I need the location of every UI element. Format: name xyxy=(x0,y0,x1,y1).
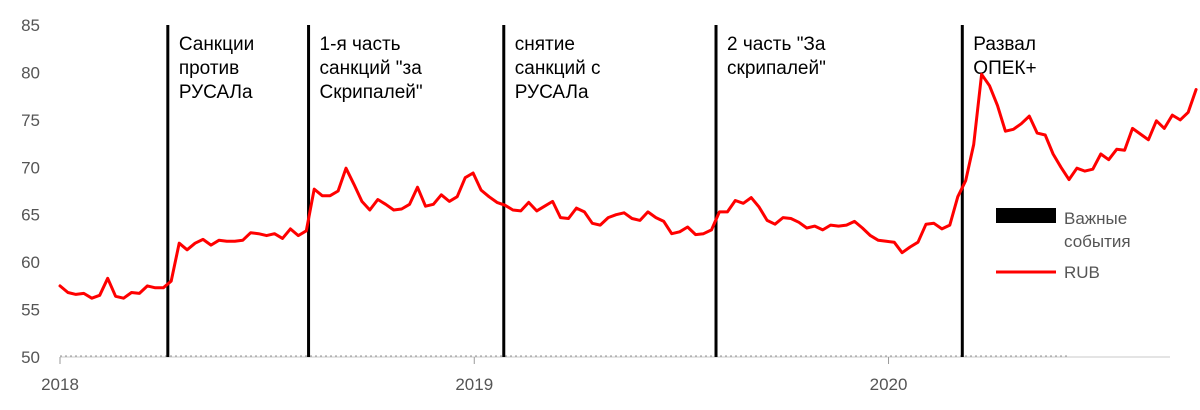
legend: Важные события RUB xyxy=(996,208,1131,282)
x-tick-label: 2018 xyxy=(41,375,79,394)
event-label-line: 2 часть "За xyxy=(727,34,826,55)
event-label: 2 часть "За скрипалей" xyxy=(727,34,826,79)
event-label-line: Развал xyxy=(973,34,1036,55)
event-label: Развал ОПЕК+ xyxy=(973,34,1036,79)
x-tick-label: 2020 xyxy=(870,375,908,394)
y-axis-tick-labels: 50 55 60 65 70 75 80 85 xyxy=(21,16,40,367)
event-label-line: ОПЕК+ xyxy=(973,58,1036,79)
y-tick-label: 65 xyxy=(21,206,40,225)
event-label: снятие санкций с РУСАЛа xyxy=(515,34,601,103)
x-axis-ticks: 2018 2019 2020 xyxy=(41,357,907,394)
y-tick-label: 55 xyxy=(21,301,40,320)
y-tick-label: 80 xyxy=(21,63,40,82)
event-label-line: снятие xyxy=(515,34,575,55)
legend-label-events-line2: события xyxy=(1064,232,1131,251)
legend-label-rub: RUB xyxy=(1064,263,1100,282)
event-label-line: 1-я часть xyxy=(320,34,401,55)
y-tick-label: 85 xyxy=(21,16,40,35)
y-tick-label: 50 xyxy=(21,348,40,367)
y-tick-label: 60 xyxy=(21,253,40,272)
event-label-line: Санкции xyxy=(179,34,254,55)
event-markers: Санкции против РУСАЛа 1-я часть санкций "за С… xyxy=(166,25,1037,357)
event-label-line: санкций "за xyxy=(320,58,423,79)
legend-label-events-line1: Важные xyxy=(1064,209,1127,228)
event-label: Санкции против РУСАЛа xyxy=(179,34,254,103)
event-label: 1-я часть санкций "за Скрипалей" xyxy=(320,34,423,103)
rub-series-line xyxy=(58,72,1198,300)
event-label-line: РУСАЛа xyxy=(179,82,253,103)
x-tick-label: 2019 xyxy=(455,375,493,394)
event-label-line: скрипалей" xyxy=(727,58,826,79)
event-label-line: санкций с xyxy=(515,58,601,79)
event-label-line: против xyxy=(179,58,239,79)
legend-swatch-events xyxy=(996,208,1056,223)
event-label-line: Скрипалей" xyxy=(320,82,423,103)
event-label-line: РУСАЛа xyxy=(515,82,589,103)
y-tick-label: 75 xyxy=(21,111,40,130)
y-tick-label: 70 xyxy=(21,158,40,177)
